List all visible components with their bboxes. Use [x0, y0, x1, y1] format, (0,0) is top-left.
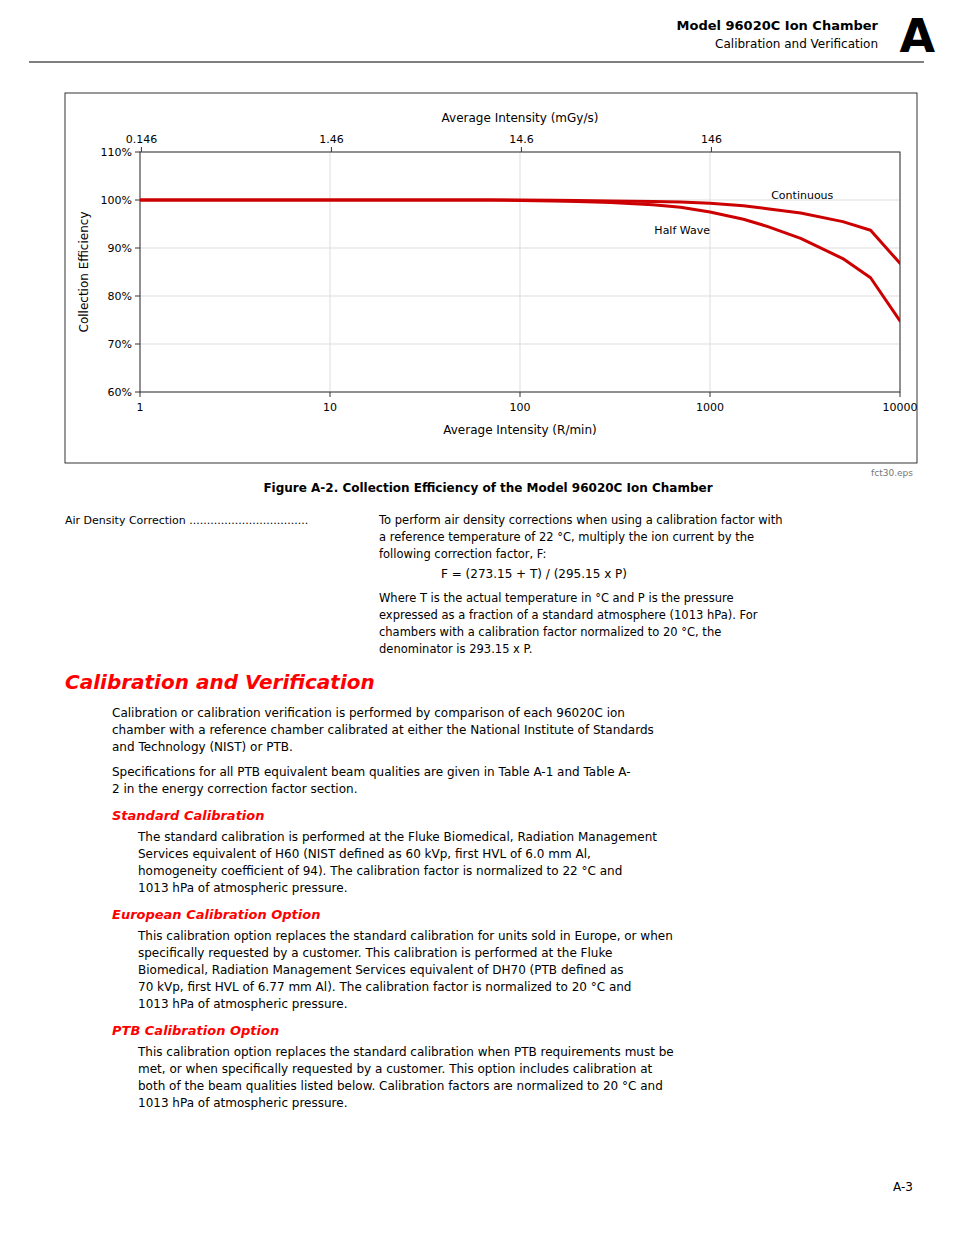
- x2-tick: [711, 147, 712, 152]
- air-density-note: Where T is the actual temperature in °C …: [379, 590, 757, 658]
- subsection-text: The standard calibration is performed at…: [138, 829, 657, 897]
- header-rule: [29, 62, 924, 63]
- x2-tick: [141, 147, 142, 152]
- x-grid-line: [330, 152, 331, 392]
- x2-tick-label: 14.6: [509, 133, 534, 146]
- series-label: Continuous: [771, 189, 833, 202]
- x-tick: [710, 392, 711, 397]
- chart-box: [65, 93, 917, 463]
- subsection-title: European Calibration Option: [112, 907, 320, 922]
- y-tick: [135, 344, 140, 345]
- y-tick: [135, 296, 140, 297]
- x-axis-label: Average Intensity (R/min): [443, 423, 597, 437]
- x-tick-label: 10000: [883, 401, 918, 414]
- y-axis-label: Collection Efficiency: [77, 212, 91, 333]
- air-density-label: Air Density Correction .................…: [65, 512, 308, 529]
- x2-tick-label: 1.46: [319, 133, 344, 146]
- x-tick-label: 10: [323, 401, 337, 414]
- section-intro: Specifications for all PTB equivalent be…: [112, 764, 631, 798]
- y-tick: [135, 248, 140, 249]
- x2-tick: [521, 147, 522, 152]
- y-tick: [135, 200, 140, 201]
- y-tick-label: 70%: [108, 338, 132, 351]
- header-subtitle: Calibration and Verification: [715, 37, 878, 51]
- y-tick-label: 80%: [108, 290, 132, 303]
- watermark: fct30.eps: [871, 468, 913, 478]
- data-lines: [140, 200, 900, 321]
- x-tick: [330, 392, 331, 397]
- x-grid-line: [520, 152, 521, 392]
- section-title: Calibration and Verification: [65, 670, 375, 694]
- x2-tick-label: 146: [701, 133, 722, 146]
- subsection-text: This calibration option replaces the sta…: [138, 928, 673, 1013]
- x-grid-line: [710, 152, 711, 392]
- page-figure: Model 96020C Ion Chamber Calibration and …: [0, 0, 953, 500]
- x2-tick-label: 0.146: [126, 133, 158, 146]
- header-title: Model 96020C Ion Chamber: [677, 18, 879, 33]
- subsection-title: Standard Calibration: [112, 808, 265, 823]
- x2-tick: [331, 147, 332, 152]
- plot-background: [140, 152, 900, 392]
- x-tick: [140, 392, 141, 397]
- y-tick-label: 90%: [108, 242, 132, 255]
- series-line: [140, 200, 900, 321]
- x2-axis-label: Average Intensity (mGy/s): [442, 111, 599, 125]
- x-tick-label: 1: [137, 401, 144, 414]
- x-tick-label: 1000: [696, 401, 724, 414]
- series-label: Half Wave: [654, 224, 710, 237]
- grid: [140, 152, 900, 392]
- page-number: A-3: [893, 1180, 913, 1194]
- page-letter: A: [899, 9, 935, 63]
- axes: 60% 70% 80% 90% 100% 110% 1 10 100 1000 10000 0.146…: [77, 111, 918, 437]
- plot-frame: [140, 152, 900, 392]
- air-density-text: To perform air density corrections when …: [379, 512, 783, 563]
- formula: F = (273.15 + T) / (295.15 x P): [441, 566, 627, 583]
- subsection-title: PTB Calibration Option: [112, 1023, 279, 1038]
- subsection-text: This calibration option replaces the sta…: [138, 1044, 674, 1112]
- x-tick: [900, 392, 901, 397]
- x-tick: [520, 392, 521, 397]
- series-labels: Continuous Half Wave: [654, 189, 833, 237]
- y-tick-label: 100%: [101, 194, 132, 207]
- x-tick-label: 100: [510, 401, 531, 414]
- y-tick: [135, 392, 140, 393]
- y-tick-label: 110%: [101, 146, 132, 159]
- y-tick-label: 60%: [108, 386, 132, 399]
- y-tick: [135, 152, 140, 153]
- section-intro: Calibration or calibration verification …: [112, 705, 654, 756]
- figure-caption: Figure A-2. Collection Efficiency of the…: [263, 481, 712, 495]
